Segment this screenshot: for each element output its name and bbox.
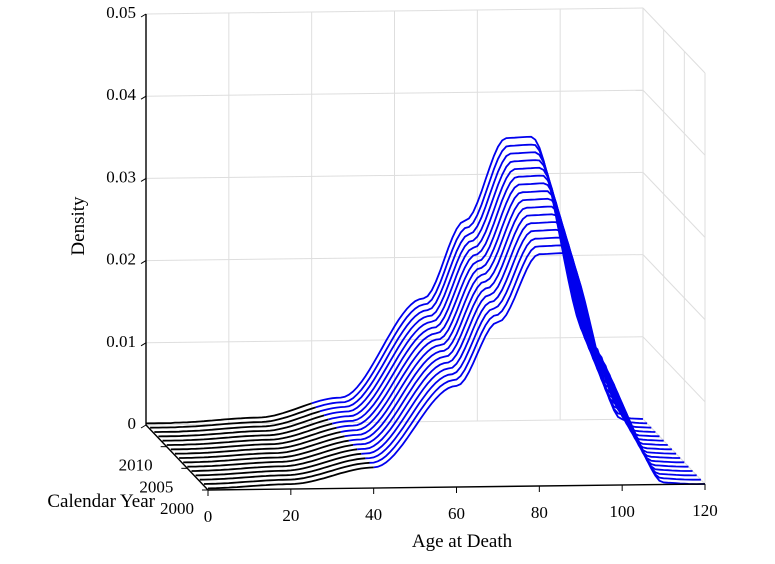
- grid-line: [642, 418, 706, 485]
- x-tick-label: 60: [448, 504, 465, 523]
- grid-line: [642, 336, 706, 403]
- z-tick-label: 0.01: [106, 332, 136, 351]
- density-curve-young-ages: [191, 448, 358, 472]
- x-tick-label: 100: [609, 502, 635, 521]
- grid-line: [642, 254, 706, 320]
- density-curve-old-ages: [373, 252, 705, 486]
- y-tick-label: 2010: [119, 456, 153, 475]
- grid-line: [642, 172, 706, 238]
- z-tick-mark: [140, 13, 147, 18]
- x-tick-label: 120: [692, 501, 718, 520]
- x-tick-label: 0: [204, 507, 213, 526]
- x-tick-label: 80: [531, 503, 548, 522]
- axes: [140, 13, 706, 496]
- grid-line: [642, 89, 706, 156]
- z-tick-mark: [140, 177, 147, 182]
- density-curve-young-ages: [158, 414, 325, 438]
- z-axis-title: Density: [68, 196, 89, 256]
- y-tick-label: 2005: [139, 477, 173, 496]
- density-curve-young-ages: [179, 435, 345, 459]
- density-curve-old-ages: [332, 174, 664, 442]
- z-tick-label: 0.04: [106, 85, 136, 104]
- z-tick-mark: [140, 424, 147, 429]
- density-curve-young-ages: [154, 410, 321, 433]
- density-curve-young-ages: [162, 418, 329, 442]
- z-tick-label: 0.05: [106, 3, 136, 22]
- z-tick-label: 0: [128, 414, 137, 433]
- density-curve-young-ages: [145, 402, 312, 425]
- x-tick-label: 20: [282, 506, 299, 525]
- density-curve-young-ages: [166, 422, 333, 446]
- x-tick-label: 40: [365, 505, 382, 524]
- y-axis-line: [145, 424, 209, 491]
- density-curve-young-ages: [183, 439, 350, 464]
- density-curve-young-ages: [187, 444, 354, 468]
- z-tick-label: 0.02: [106, 250, 136, 269]
- density-curve-old-ages: [327, 166, 660, 438]
- z-tick-label: 0.03: [106, 167, 136, 186]
- density-curve-young-ages: [207, 466, 374, 490]
- density-curve-young-ages: [195, 452, 362, 477]
- density-curve-young-ages: [199, 457, 366, 481]
- density-curve-young-ages: [170, 426, 337, 451]
- y-tick-label: 2000: [160, 499, 194, 518]
- z-tick-mark: [140, 260, 147, 265]
- density-curve-young-ages: [150, 406, 317, 429]
- density-curve-young-ages: [203, 461, 370, 485]
- x-axis-title: Age at Death: [412, 531, 513, 552]
- grid-line: [642, 7, 706, 74]
- z-tick-mark: [140, 95, 147, 100]
- z-tick-mark: [140, 342, 147, 347]
- density-curve-old-ages: [323, 159, 656, 433]
- density-curves: [145, 135, 705, 490]
- y-axis-title: Calendar Year: [47, 491, 155, 512]
- density-curve-young-ages: [174, 431, 341, 455]
